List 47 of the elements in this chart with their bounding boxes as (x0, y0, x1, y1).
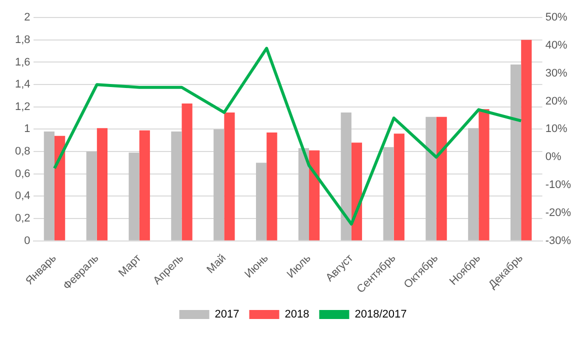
bar (96, 128, 108, 240)
bar (86, 152, 97, 240)
y2-tick-label: 30% (545, 67, 568, 80)
y2-tick-label: -10% (545, 179, 572, 192)
y-tick-label: 1 (24, 123, 30, 136)
bar (54, 136, 66, 240)
y2-tick-label: 10% (545, 123, 568, 136)
y2-tick-label: -20% (545, 206, 572, 219)
bar (256, 162, 267, 240)
y2-tick-label: -30% (545, 234, 572, 247)
bar (478, 109, 490, 240)
bar (298, 148, 310, 240)
y-tick-label: 0 (24, 234, 30, 247)
bar (510, 64, 522, 240)
y-tick-label: 0,8 (14, 146, 30, 158)
bar (521, 40, 532, 240)
bar (182, 104, 192, 240)
y-tick-label: 1,8 (14, 34, 30, 46)
y-tick-label: 1,4 (14, 78, 30, 91)
bar (394, 134, 404, 240)
y2-tick-label: 50% (545, 12, 568, 24)
bar (139, 130, 150, 240)
bar (266, 132, 278, 240)
y-tick-label: 0,6 (14, 168, 30, 180)
bar (436, 116, 447, 240)
bar (44, 131, 54, 240)
y-tick-label: 0,2 (14, 212, 30, 225)
bar (224, 112, 235, 240)
y2-tick-label: 40% (545, 40, 568, 52)
bar (128, 152, 140, 240)
bar (426, 116, 436, 240)
y-tick-label: 0,4 (14, 190, 30, 202)
y2-tick-label: 0% (545, 151, 562, 164)
y2-tick-label: 20% (545, 95, 568, 108)
bar (468, 128, 479, 240)
bar (171, 131, 182, 240)
bar (340, 112, 352, 240)
bar (309, 150, 320, 240)
legend-label: 2018 (284, 308, 310, 321)
legend-label: 2018/2017 (354, 308, 407, 321)
bar (214, 129, 224, 240)
legend-label: 2017 (214, 308, 240, 321)
bar (383, 147, 394, 240)
y-tick-label: 1,6 (14, 56, 30, 68)
y-tick-label: 1,2 (14, 100, 30, 113)
bar (351, 142, 362, 240)
y-tick-label: 2 (24, 12, 30, 24)
